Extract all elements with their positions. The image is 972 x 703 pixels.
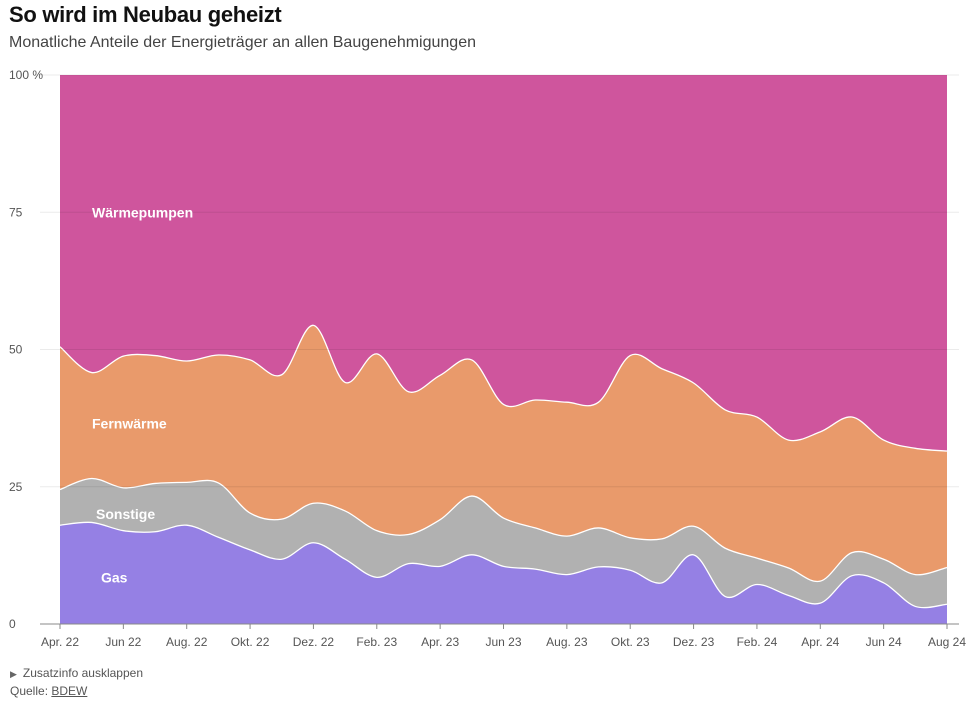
source-prefix: Quelle: [10,684,52,698]
zusatzinfo-label: Zusatzinfo ausklappen [22,666,143,680]
chart-subtitle: Monatliche Anteile der Energieträger an … [9,34,476,51]
x-tick-label: Jun 22 [105,635,141,649]
y-tick-label: 75 [9,205,23,219]
x-tick-label: Apr. 24 [801,635,839,649]
x-axis: Apr. 22 Jun 22 Aug. 22 Okt. 22 Dez. 22 Feb. 2… [41,624,966,649]
x-tick-label: Okt. 23 [611,635,650,649]
area-label-waermepumpen: Wärmepumpen [92,204,193,220]
boundary-line-gas [59,521,948,609]
y-tick-label: 25 [9,480,23,494]
boundary-line-fernwaerme [59,324,948,452]
area-series [59,75,948,624]
x-tick-label: Aug. 23 [546,635,588,649]
area-label-fernwaerme: Fernwärme [92,416,167,432]
area-sonstige [60,478,947,608]
x-tick-label: Feb. 23 [356,635,397,649]
area-label-gas: Gas [101,569,128,585]
area-label-sonstige: Sonstige [96,506,155,522]
x-tick-label: Dez. 23 [673,635,715,649]
x-tick-label: Jun 24 [866,635,902,649]
area-fernwaerme [60,325,947,582]
x-tick-label: Jun 23 [485,635,521,649]
triangle-right-icon: ▶ [10,669,17,679]
chart-title: So wird im Neubau geheizt [9,2,282,27]
x-tick-label: Okt. 22 [231,635,270,649]
source-link[interactable]: BDEW [51,684,88,698]
y-axis: 0 25 50 75 100 % [9,68,43,631]
zusatzinfo-toggle[interactable]: ▶ Zusatzinfo ausklappen [10,666,143,680]
area-gas [60,522,947,624]
x-tick-label: Dez. 22 [293,635,335,649]
x-tick-label: Apr. 23 [421,635,459,649]
area-waermepumpen [60,75,947,452]
source-line: Quelle: BDEW [10,684,87,698]
stacked-area-chart: 0 25 50 75 100 % Apr. 22 Jun 22 Aug. 22 Okt. 22… [9,68,966,649]
x-tick-label: Apr. 22 [41,635,79,649]
x-tick-label: Aug 24 [928,635,966,649]
boundary-line-sonstige [59,477,948,583]
x-tick-label: Aug. 22 [166,635,208,649]
x-tick-label: Feb. 24 [737,635,778,649]
grid-lines [40,74,959,625]
y-tick-label: 0 [9,617,16,631]
y-tick-label: 50 [9,343,23,357]
area-labels: Wärmepumpen Fernwärme Sonstige Gas [92,204,193,585]
y-tick-label: 100 % [9,68,43,82]
